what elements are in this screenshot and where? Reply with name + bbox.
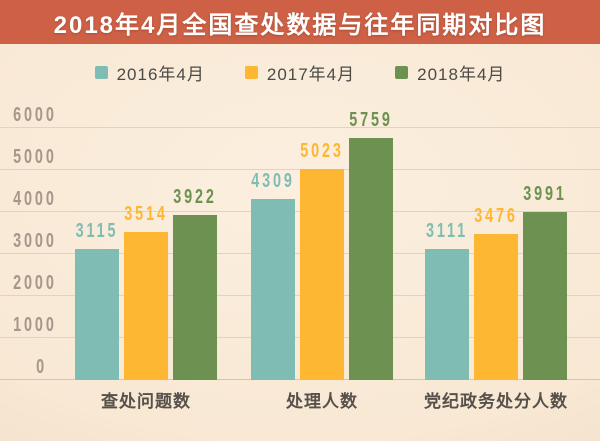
y-axis-tick-label: 6000 (13, 104, 57, 126)
bar-value-label: 3111 (426, 220, 468, 243)
bar (300, 169, 344, 380)
bar-value-label: 3476 (474, 205, 518, 227)
bar (173, 215, 217, 380)
legend-swatch-2016 (94, 65, 108, 79)
y-axis-tick-label: 0 (36, 356, 47, 378)
bar (474, 234, 518, 380)
y-axis-tick-label: 5000 (13, 146, 57, 168)
legend-swatch-2017 (244, 65, 258, 79)
bar (251, 199, 295, 380)
x-axis-category-label: 党纪政务处分人数 (424, 392, 568, 411)
legend-item-2017: 2017年4月 (244, 60, 356, 85)
y-axis-tick-label: 2000 (13, 272, 57, 294)
bar-value-label: 3115 (75, 220, 119, 243)
bar (124, 232, 168, 380)
bar-value-label: 4309 (251, 170, 295, 193)
bar (349, 138, 393, 380)
x-axis-category-label: 处理人数 (286, 392, 358, 411)
title-banner: 2018年4月全国查处数据与往年同期对比图 (0, 0, 600, 44)
y-axis-tick-label: 1000 (13, 314, 57, 336)
bar (523, 212, 567, 380)
legend-label: 2018年4月 (417, 64, 506, 84)
legend-swatch-2018 (395, 65, 409, 79)
page-title: 2018年4月全国查处数据与往年同期对比图 (53, 11, 547, 39)
bar-value-label: 5759 (349, 109, 393, 132)
y-axis-tick-label: 3000 (13, 230, 57, 252)
legend-label: 2016年4月 (116, 64, 205, 84)
y-axis-tick-label: 4000 (13, 188, 57, 210)
legend-item-2016: 2016年4月 (94, 60, 205, 85)
bar (75, 249, 119, 380)
x-axis-category-label: 查处问题数 (101, 392, 191, 411)
legend-item-2018: 2018年4月 (395, 60, 505, 85)
bar-value-label: 3922 (173, 186, 217, 209)
bar-value-label: 3991 (523, 183, 567, 206)
gridline-6000 (0, 127, 600, 128)
chart-legend: 2016年4月 2017年4月 2018年4月 (0, 58, 600, 86)
bar-value-label: 5023 (300, 140, 344, 163)
bar-value-label: 3514 (124, 203, 168, 226)
bar (425, 249, 469, 380)
legend-label: 2017年4月 (266, 64, 356, 84)
